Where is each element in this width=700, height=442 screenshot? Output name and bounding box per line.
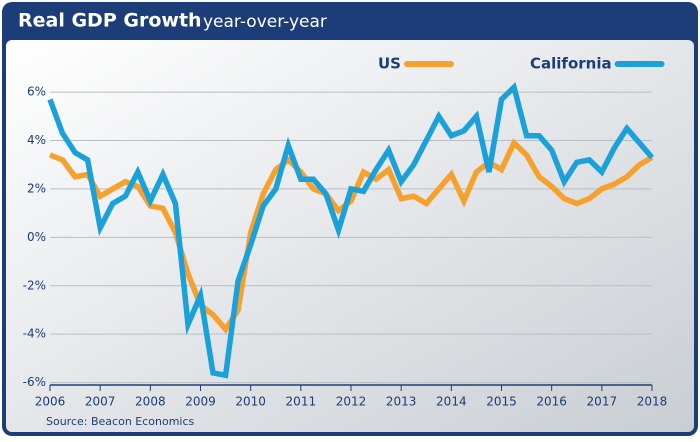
y-tick-label: 2%: [27, 181, 46, 195]
x-tick-label: 2017: [587, 395, 618, 409]
x-tick-label: 2007: [85, 395, 116, 409]
y-tick-label: 0%: [27, 230, 46, 244]
series-line: [47, 82, 655, 379]
y-tick-label: -2%: [23, 278, 46, 292]
x-tick-label: 2009: [185, 395, 216, 409]
plot: -6% -4% -2% 0% 2% 4% 6% 2006 2007 2008 2009 2010 201…: [23, 55, 668, 409]
legend-label: US: [378, 55, 401, 73]
legend-label: California: [530, 55, 612, 73]
y-tick-label: 4%: [27, 133, 46, 147]
x-tick-label: 2014: [436, 395, 467, 409]
x-tick-label: 2006: [35, 395, 66, 409]
source: Source: Beacon Economics: [46, 415, 195, 428]
x-tick-label: 2016: [536, 395, 567, 409]
x-tick-label: 2010: [235, 395, 266, 409]
y-tick-label: -6%: [23, 375, 46, 389]
plot-background: [6, 40, 694, 432]
y-tick-label: 6%: [27, 85, 46, 99]
x-tick-label: 2015: [486, 395, 517, 409]
x-tick-label: 2011: [286, 395, 317, 409]
x-tick-label: 2018: [637, 395, 668, 409]
chart-subtitle: year-over-year: [203, 12, 327, 32]
x-tick-label: 2012: [336, 395, 367, 409]
y-tick-label: -4%: [23, 327, 46, 341]
x-tick-label: 2013: [386, 395, 417, 409]
x-tick-label: 2008: [135, 395, 166, 409]
chart-title: Real GDP Growth: [18, 10, 202, 32]
